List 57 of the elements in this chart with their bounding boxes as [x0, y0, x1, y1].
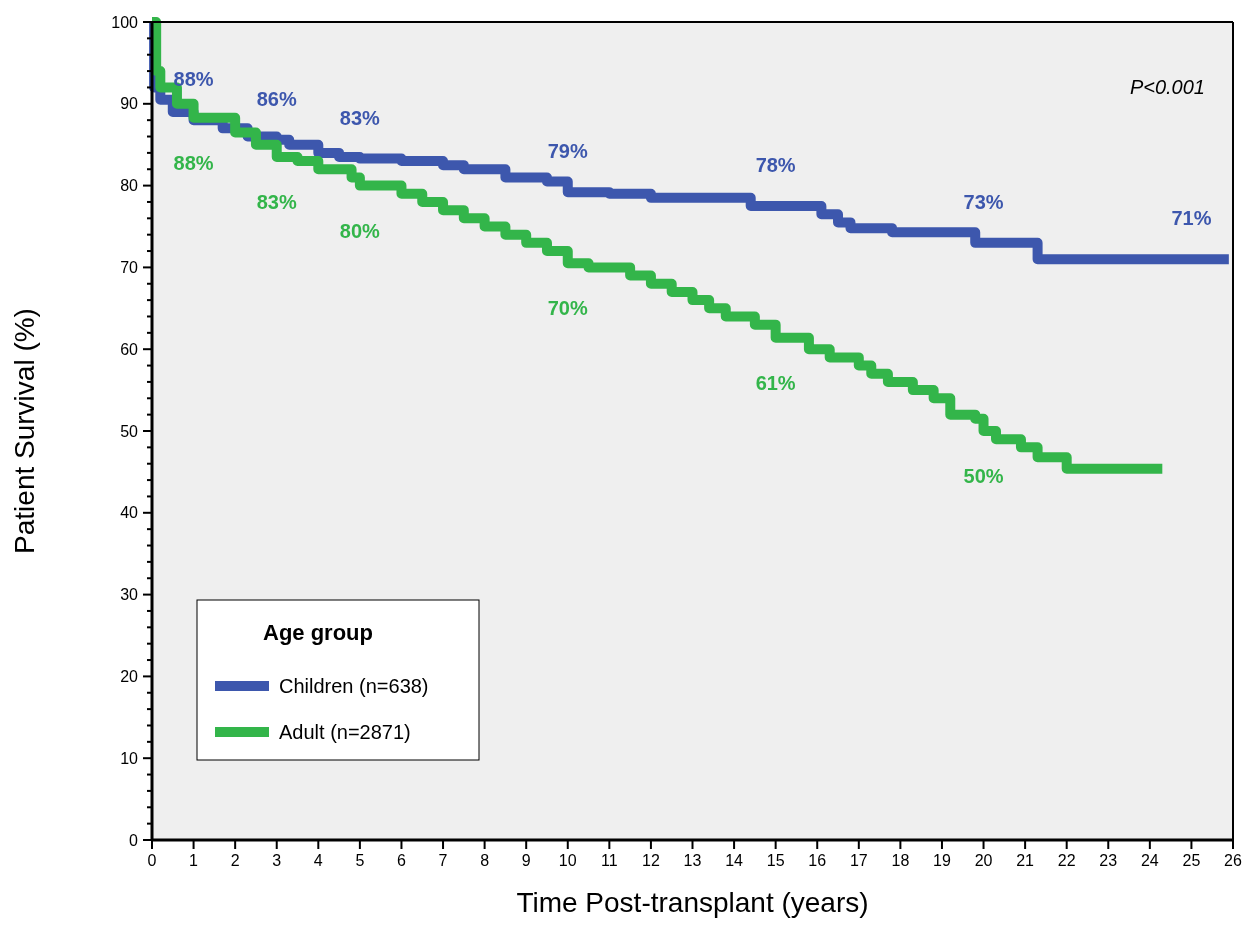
y-tick-label: 30 [120, 586, 139, 604]
y-axis-title: Patient Survival (%) [9, 308, 40, 554]
x-tick-label: 1 [189, 852, 199, 869]
data-label: 88% [173, 151, 214, 174]
x-tick-label: 24 [1140, 852, 1159, 869]
data-label: 79% [547, 140, 588, 163]
x-tick-label: 16 [808, 852, 827, 869]
x-tick-label: 11 [601, 852, 618, 869]
x-tick-label: 2 [230, 852, 240, 869]
x-tick-label: 15 [766, 852, 785, 869]
y-tick-label: 70 [120, 259, 139, 276]
x-tick-label: 8 [480, 852, 490, 869]
annotation: P<0.001 [1129, 76, 1205, 98]
data-label: 70% [547, 297, 588, 320]
y-tick-label: 60 [120, 340, 139, 358]
y-tick-label: 0 [129, 831, 139, 849]
x-tick-label: 12 [642, 852, 660, 869]
legend-label: Adult (n=2871) [279, 721, 411, 743]
y-tick-label: 90 [120, 95, 139, 113]
x-tick-label: 17 [849, 852, 868, 869]
x-tick-label: 10 [558, 852, 577, 869]
x-tick-label: 19 [933, 852, 951, 869]
x-tick-label: 26 [1224, 852, 1242, 869]
x-tick-label: 0 [147, 852, 157, 869]
data-label: 86% [256, 87, 297, 110]
x-tick-label: 14 [725, 852, 744, 869]
y-tick-label: 100 [111, 13, 139, 31]
x-tick-label: 13 [683, 852, 702, 869]
data-label: 83% [256, 190, 297, 213]
x-tick-label: 18 [891, 852, 910, 869]
x-tick-label: 22 [1057, 852, 1076, 869]
x-axis-title: Time Post-transplant (years) [516, 887, 869, 918]
data-label: 73% [963, 190, 1004, 213]
data-label: 50% [963, 465, 1004, 487]
y-tick-label: 80 [120, 177, 139, 195]
x-tick-label: 6 [397, 852, 407, 869]
data-label: 88% [173, 68, 214, 91]
x-tick-label: 4 [313, 852, 323, 869]
data-label: 71% [1171, 207, 1212, 230]
x-tick-label: 7 [438, 852, 448, 869]
x-tick-label: 5 [355, 852, 365, 869]
y-tick-label: 50 [120, 422, 139, 440]
data-label: 80% [339, 219, 381, 242]
x-tick-label: 21 [1016, 852, 1035, 869]
legend-title: Age group [263, 620, 373, 645]
data-label: 61% [755, 371, 796, 394]
x-tick-label: 3 [272, 852, 282, 869]
x-tick-label: 20 [974, 852, 993, 869]
data-label: 83% [339, 106, 381, 129]
legend-label: Children (n=638) [279, 675, 429, 697]
y-tick-label: 40 [120, 504, 139, 522]
y-tick-label: 10 [120, 749, 139, 767]
data-label: 78% [755, 154, 796, 177]
x-tick-label: 25 [1182, 852, 1201, 869]
x-tick-label: 23 [1099, 852, 1118, 869]
y-tick-label: 20 [120, 668, 139, 685]
x-tick-label: 9 [521, 852, 531, 869]
